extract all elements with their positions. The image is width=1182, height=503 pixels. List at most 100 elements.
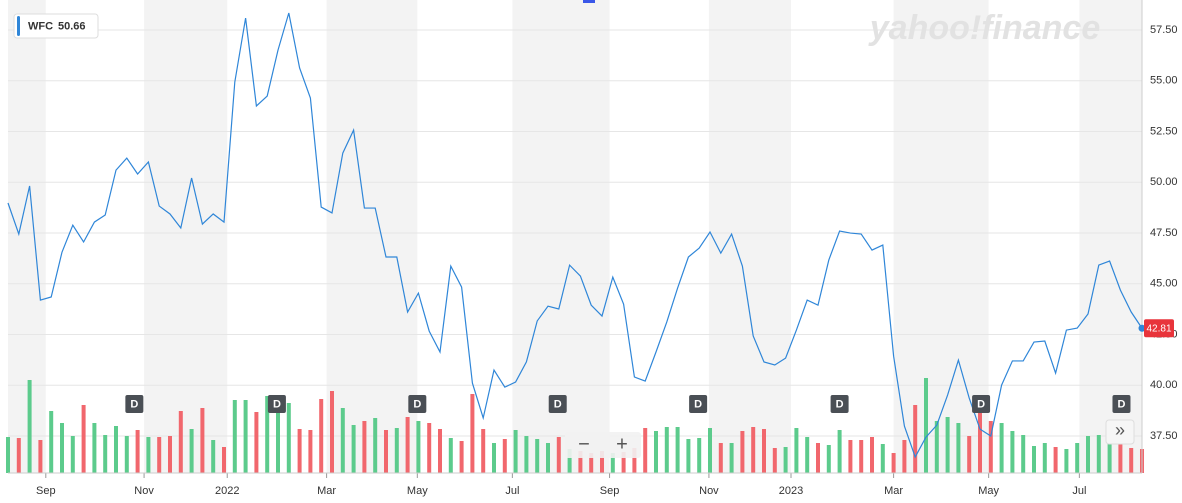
volume-bar: [1053, 447, 1058, 473]
volume-bar: [610, 453, 615, 473]
volume-bar: [891, 453, 896, 473]
volume-bar: [146, 437, 151, 473]
volume-bar: [837, 430, 842, 473]
volume-bar: [103, 435, 108, 473]
month-band: [512, 0, 610, 473]
y-tick-label: 40.00: [1150, 379, 1178, 391]
volume-bar: [988, 421, 993, 473]
event-marker[interactable]: [408, 395, 427, 413]
x-tick-label: Mar: [317, 485, 336, 497]
y-tick-label: 50.00: [1150, 176, 1178, 188]
volume-bar: [340, 408, 345, 473]
event-label: D: [413, 398, 421, 410]
x-tick-label: Mar: [884, 485, 903, 497]
x-tick-label: Nov: [699, 485, 719, 497]
zoom-panel: [565, 432, 641, 458]
volume-bar: [394, 428, 399, 473]
event-label: D: [554, 398, 562, 410]
volume-bar: [459, 441, 464, 473]
volume-bar: [999, 423, 1004, 473]
volume-bar: [589, 453, 594, 473]
volume-bar: [567, 449, 572, 473]
volume-bar: [751, 427, 756, 473]
volume-bar: [70, 436, 75, 473]
event-marker[interactable]: [548, 395, 567, 413]
month-band: [708, 0, 791, 473]
volume-bar: [276, 395, 280, 473]
last-point: [1138, 324, 1146, 332]
event-marker[interactable]: [1112, 395, 1131, 413]
volume-bar: [243, 400, 248, 473]
volume-bar: [686, 439, 691, 473]
x-tick-label: 2022: [215, 485, 239, 497]
zoom-in[interactable]: +: [616, 433, 628, 455]
volume-bar: [859, 440, 864, 473]
x-tick-label: 2023: [779, 485, 803, 497]
volume-bar: [1032, 446, 1036, 473]
volume-bar: [297, 429, 302, 473]
volume-bar: [373, 418, 378, 473]
x-tick-label: May: [407, 485, 428, 497]
volume-bar: [621, 452, 626, 473]
volume-bar: [168, 436, 172, 473]
last-price-label: 42.81: [1146, 323, 1171, 334]
x-tick-label: Nov: [134, 485, 154, 497]
event-label: D: [1118, 398, 1126, 410]
x-tick-label: May: [978, 485, 999, 497]
volume-bar: [535, 439, 540, 473]
volume-bar: [124, 436, 129, 473]
volume-bar: [16, 438, 21, 473]
volume-bar: [481, 429, 486, 473]
event-label: D: [130, 398, 138, 410]
volume-bar: [362, 421, 367, 473]
volume-bar: [492, 443, 496, 473]
volume-bar: [189, 429, 194, 473]
volume-bar: [600, 451, 604, 473]
month-band: [893, 0, 989, 473]
bands: [8, 0, 1142, 473]
volume-bar: [978, 402, 982, 473]
volume-bar: [60, 423, 64, 473]
volume-bar: [49, 411, 54, 473]
volume-bar: [772, 448, 777, 473]
volume-bar: [956, 423, 961, 473]
y-tick-label: 55.00: [1150, 75, 1178, 87]
event-marker[interactable]: [830, 395, 849, 413]
event-label: D: [694, 398, 702, 410]
zoom-out[interactable]: −: [578, 433, 590, 455]
volume-bar: [718, 443, 723, 473]
volume-bar: [880, 444, 885, 473]
volume-bar: [81, 405, 86, 473]
volume-bar: [794, 428, 799, 473]
event-marker[interactable]: [267, 395, 286, 413]
volume-bar: [6, 437, 10, 473]
month-band: [1079, 0, 1142, 473]
volume-bar: [654, 431, 658, 473]
event-marker[interactable]: [972, 395, 991, 413]
month-band: [144, 0, 228, 473]
legend-value: 50.66: [58, 20, 86, 32]
volume-bar: [211, 440, 216, 473]
scroll-label[interactable]: »: [1115, 420, 1125, 440]
volume-bar: [1107, 440, 1112, 473]
volume-bar: [513, 430, 518, 473]
volume-bar: [405, 417, 410, 473]
volume-bar: [470, 394, 475, 473]
volume-bar: [708, 428, 712, 473]
volume-bar: [1096, 435, 1101, 473]
volume-bar: [384, 430, 388, 473]
scroll-button: [1105, 419, 1135, 445]
x-tick-label: Sep: [36, 485, 56, 497]
volume-bar: [1064, 449, 1069, 473]
volume-bar: [178, 411, 183, 473]
x-tick-label: Jul: [505, 485, 519, 497]
event-marker[interactable]: [689, 395, 708, 413]
event-marker[interactable]: [125, 395, 144, 413]
volume-bar: [546, 443, 550, 473]
volume-bar: [1129, 448, 1134, 473]
volume-bar: [1010, 431, 1015, 473]
volume-bar: [848, 440, 853, 473]
volume-bar: [902, 440, 907, 473]
event-label: D: [977, 398, 985, 410]
